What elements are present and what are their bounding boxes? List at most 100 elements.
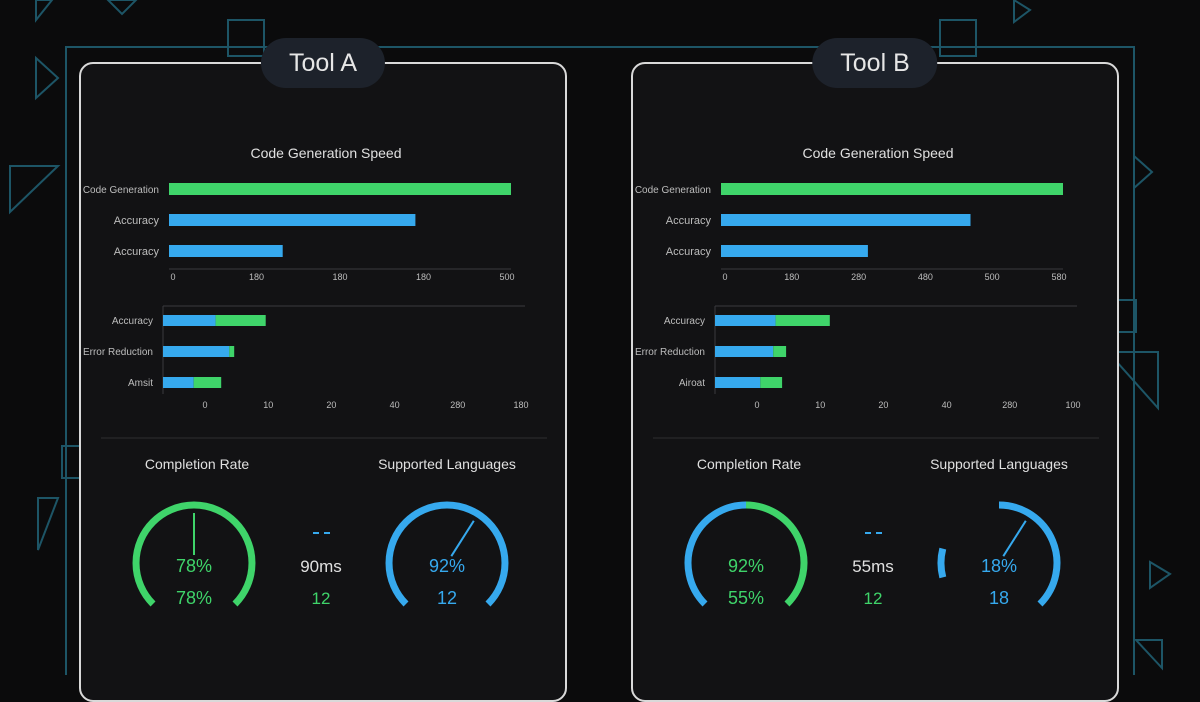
decor-triangle [9, 165, 61, 215]
bar [721, 214, 971, 226]
stacked-bar-segment [163, 315, 216, 326]
stacked-bar-label: Airoat [679, 378, 705, 389]
stacked-bar-segment [215, 315, 266, 326]
count-value: 12 [312, 589, 331, 608]
gauge-arc [385, 501, 509, 607]
gauge-subvalue-number: 55 [728, 588, 748, 608]
x-tick-label: 0 [170, 272, 175, 282]
x-tick-label: 100 [1065, 400, 1080, 410]
decor-triangle [1149, 560, 1172, 590]
gauge-subvalue: 12 [437, 588, 457, 608]
latency-value: 90ms [300, 557, 342, 576]
stacked-bar-segment [715, 377, 761, 388]
x-tick-label: 480 [918, 272, 933, 282]
x-tick-label: 20 [878, 400, 888, 410]
x-tick-label: 580 [1051, 272, 1066, 282]
bar-label: Code Generation [83, 185, 159, 196]
gauge-subvalue-unit: % [196, 588, 212, 608]
gauge-label: Supported Languages [930, 456, 1068, 472]
x-tick-label: 500 [985, 272, 1000, 282]
x-tick-label: 180 [416, 272, 431, 282]
gauge-arc [132, 501, 256, 607]
bar [721, 245, 868, 257]
gauge-value: 92% [429, 556, 465, 576]
stacked-bar-segment [163, 346, 230, 357]
gauge-arc [745, 501, 808, 607]
x-tick-label: 280 [851, 272, 866, 282]
gauge-subvalue: 55% [728, 588, 764, 608]
gauge-value: 92% [728, 556, 764, 576]
gauge-needle [450, 520, 475, 557]
bar-label: Accuracy [666, 246, 712, 258]
stacked-bar-label: Error Reduction [83, 347, 153, 358]
tool-b-panel: Tool B Code Generation Speed Code Generat… [631, 38, 1119, 702]
tool-b-title: Tool B [812, 38, 938, 88]
bar [169, 183, 511, 195]
x-tick-label: 180 [249, 272, 264, 282]
x-tick-label: 0 [202, 400, 207, 410]
gauge-subvalue: 78% [176, 588, 212, 608]
stacked-bar-segment [760, 377, 783, 388]
x-tick-label: 20 [326, 400, 336, 410]
decor-triangle [1013, 0, 1032, 24]
stacked-bar-segment [193, 377, 222, 388]
x-tick-label: 0 [754, 400, 759, 410]
decor-triangle [37, 497, 60, 551]
stacked-bar-label: Amsit [128, 378, 153, 389]
chart1-title: Code Generation Speed [803, 145, 954, 161]
stacked-bar-segment [775, 315, 830, 326]
stacked-bar-segment [773, 346, 787, 357]
stacked-bar-label: Error Reduction [635, 347, 705, 358]
decor-triangle [106, 0, 138, 16]
decor-square [939, 19, 977, 57]
bar-label: Code Generation [635, 185, 711, 196]
count-value: 12 [864, 589, 883, 608]
gauge-subvalue-number: 18 [989, 588, 1009, 608]
stacked-bar-segment [229, 346, 235, 357]
latency-value: 55ms [852, 557, 894, 576]
bar [169, 214, 416, 226]
gauge-value: 78% [176, 556, 212, 576]
background-decoration [9, 0, 1172, 675]
x-tick-label: 10 [815, 400, 825, 410]
x-tick-label: 10 [263, 400, 273, 410]
bar [721, 183, 1063, 195]
bar-label: Accuracy [114, 215, 160, 227]
tool-a-title: Tool A [260, 38, 386, 88]
x-tick-label: 0 [722, 272, 727, 282]
x-tick-label: 40 [390, 400, 400, 410]
x-tick-label: 280 [450, 400, 465, 410]
x-tick-label: 180 [784, 272, 799, 282]
gauge-label: Completion Rate [697, 456, 801, 472]
x-tick-label: 280 [1002, 400, 1017, 410]
outer-frame [65, 46, 1135, 675]
stacked-bar-label: Accuracy [664, 316, 705, 327]
gauge-arc [937, 547, 947, 579]
tool-b-charts: Code Generation Speed Code Generation Accu… [635, 145, 1099, 608]
decor-triangle [1133, 639, 1163, 671]
bar-label: Accuracy [666, 215, 712, 227]
bar [169, 245, 283, 257]
decor-triangle [35, 0, 54, 23]
decor-triangle [1105, 351, 1159, 411]
x-tick-label: 40 [942, 400, 952, 410]
tool-a-charts: Code Generation Speed Code Generation Accu… [83, 145, 547, 608]
bar-label: Accuracy [114, 246, 160, 258]
gauge-arc [998, 501, 1061, 607]
decor-triangle [35, 55, 60, 101]
stacked-bar-label: Accuracy [112, 316, 153, 327]
x-tick-label: 180 [513, 400, 528, 410]
gauge-value: 18% [981, 556, 1017, 576]
gauge-needle [1002, 520, 1027, 557]
decor-square [227, 19, 265, 57]
x-tick-label: 500 [499, 272, 514, 282]
gauge-arc [684, 501, 747, 607]
x-tick-label: 180 [332, 272, 347, 282]
gauge-subvalue: 18 [989, 588, 1009, 608]
gauge-subvalue-number: 12 [437, 588, 457, 608]
stacked-bar-segment [715, 315, 776, 326]
tool-a-panel: Tool A Code Generation Speed Code Generat… [79, 38, 567, 702]
stacked-bar-segment [715, 346, 774, 357]
decor-triangle [1133, 153, 1154, 191]
gauge-label: Completion Rate [145, 456, 249, 472]
